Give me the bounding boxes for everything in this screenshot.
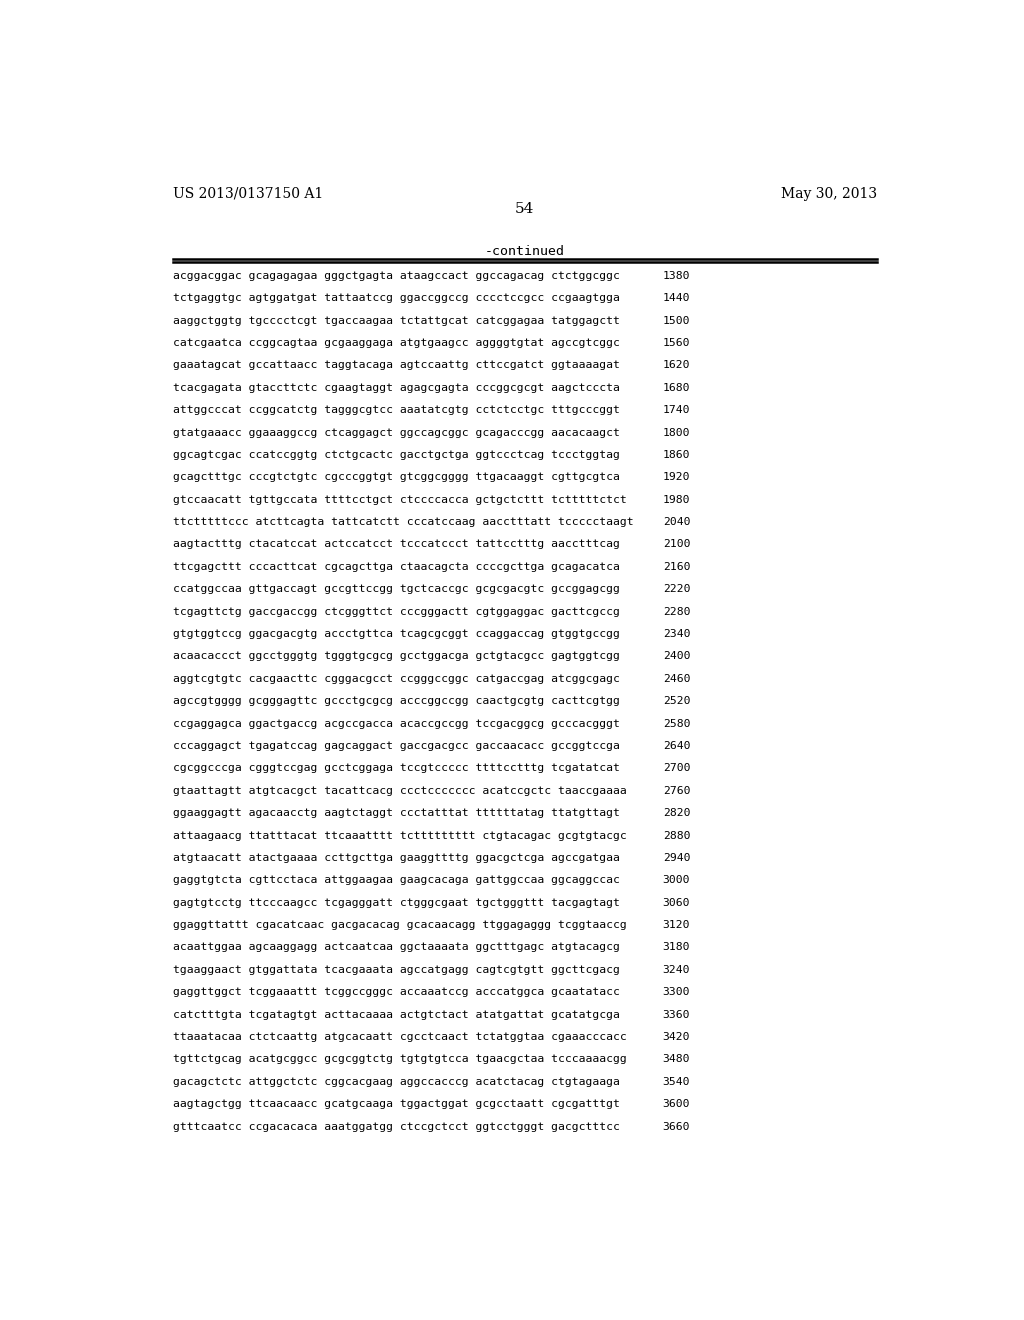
Text: 1980: 1980 bbox=[663, 495, 690, 504]
Text: 3600: 3600 bbox=[663, 1100, 690, 1109]
Text: ggcagtcgac ccatccggtg ctctgcactc gacctgctga ggtccctcag tccctggtag: ggcagtcgac ccatccggtg ctctgcactc gacctgc… bbox=[173, 450, 620, 459]
Text: catctttgta tcgatagtgt acttacaaaa actgtctact atatgattat gcatatgcga: catctttgta tcgatagtgt acttacaaaa actgtct… bbox=[173, 1010, 620, 1019]
Text: 2220: 2220 bbox=[663, 585, 690, 594]
Text: 2040: 2040 bbox=[663, 517, 690, 527]
Text: 1920: 1920 bbox=[663, 473, 690, 482]
Text: tgttctgcag acatgcggcc gcgcggtctg tgtgtgtcca tgaacgctaa tcccaaaacgg: tgttctgcag acatgcggcc gcgcggtctg tgtgtgt… bbox=[173, 1055, 627, 1064]
Text: gtaattagtt atgtcacgct tacattcacg ccctccccccc acatccgctc taaccgaaaa: gtaattagtt atgtcacgct tacattcacg ccctccc… bbox=[173, 785, 627, 796]
Text: 2400: 2400 bbox=[663, 652, 690, 661]
Text: acggacggac gcagagagaa gggctgagta ataagccact ggccagacag ctctggcggc: acggacggac gcagagagaa gggctgagta ataagcc… bbox=[173, 271, 620, 281]
Text: 2940: 2940 bbox=[663, 853, 690, 863]
Text: gtatgaaacc ggaaaggccg ctcaggagct ggccagcggc gcagacccgg aacacaagct: gtatgaaacc ggaaaggccg ctcaggagct ggccagc… bbox=[173, 428, 620, 437]
Text: 1500: 1500 bbox=[663, 315, 690, 326]
Text: -continued: -continued bbox=[484, 244, 565, 257]
Text: cccaggagct tgagatccag gagcaggact gaccgacgcc gaccaacacc gccggtccga: cccaggagct tgagatccag gagcaggact gaccgac… bbox=[173, 741, 620, 751]
Text: ttcgagcttt cccacttcat cgcagcttga ctaacagcta ccccgcttga gcagacatca: ttcgagcttt cccacttcat cgcagcttga ctaacag… bbox=[173, 562, 620, 572]
Text: gaaatagcat gccattaacc taggtacaga agtccaattg cttccgatct ggtaaaagat: gaaatagcat gccattaacc taggtacaga agtccaa… bbox=[173, 360, 620, 371]
Text: gcagctttgc cccgtctgtc cgcccggtgt gtcggcgggg ttgacaaggt cgttgcgtca: gcagctttgc cccgtctgtc cgcccggtgt gtcggcg… bbox=[173, 473, 620, 482]
Text: 2160: 2160 bbox=[663, 562, 690, 572]
Text: acaacaccct ggcctgggtg tgggtgcgcg gcctggacga gctgtacgcc gagtggtcgg: acaacaccct ggcctgggtg tgggtgcgcg gcctgga… bbox=[173, 652, 620, 661]
Text: 3240: 3240 bbox=[663, 965, 690, 975]
Text: 2700: 2700 bbox=[663, 763, 690, 774]
Text: gtttcaatcc ccgacacaca aaatggatgg ctccgctcct ggtcctgggt gacgctttcc: gtttcaatcc ccgacacaca aaatggatgg ctccgct… bbox=[173, 1122, 620, 1131]
Text: ccgaggagca ggactgaccg acgccgacca acaccgccgg tccgacggcg gcccacgggt: ccgaggagca ggactgaccg acgccgacca acaccgc… bbox=[173, 718, 620, 729]
Text: tgaaggaact gtggattata tcacgaaata agccatgagg cagtcgtgtt ggcttcgacg: tgaaggaact gtggattata tcacgaaata agccatg… bbox=[173, 965, 620, 975]
Text: 2340: 2340 bbox=[663, 630, 690, 639]
Text: tcgagttctg gaccgaccgg ctcgggttct cccgggactt cgtggaggac gacttcgccg: tcgagttctg gaccgaccgg ctcgggttct cccggga… bbox=[173, 607, 620, 616]
Text: ttaaatacaa ctctcaattg atgcacaatt cgcctcaact tctatggtaa cgaaacccacc: ttaaatacaa ctctcaattg atgcacaatt cgcctca… bbox=[173, 1032, 627, 1041]
Text: gtccaacatt tgttgccata ttttcctgct ctccccacca gctgctcttt tctttttctct: gtccaacatt tgttgccata ttttcctgct ctcccca… bbox=[173, 495, 627, 504]
Text: attaagaacg ttatttacat ttcaaatttt tcttttttttt ctgtacagac gcgtgtacgc: attaagaacg ttatttacat ttcaaatttt tcttttt… bbox=[173, 830, 627, 841]
Text: 2880: 2880 bbox=[663, 830, 690, 841]
Text: gagtgtcctg ttcccaagcc tcgagggatt ctgggcgaat tgctgggttt tacgagtagt: gagtgtcctg ttcccaagcc tcgagggatt ctgggcg… bbox=[173, 898, 620, 908]
Text: 3060: 3060 bbox=[663, 898, 690, 908]
Text: gaggtgtcta cgttcctaca attggaagaa gaagcacaga gattggccaa ggcaggccac: gaggtgtcta cgttcctaca attggaagaa gaagcac… bbox=[173, 875, 620, 886]
Text: 3420: 3420 bbox=[663, 1032, 690, 1041]
Text: ggaggttattt cgacatcaac gacgacacag gcacaacagg ttggagaggg tcggtaaccg: ggaggttattt cgacatcaac gacgacacag gcacaa… bbox=[173, 920, 627, 931]
Text: 2460: 2460 bbox=[663, 673, 690, 684]
Text: ttctttttccc atcttcagta tattcatctt cccatccaag aacctttatt tccccctaagt: ttctttttccc atcttcagta tattcatctt cccatc… bbox=[173, 517, 634, 527]
Text: 3660: 3660 bbox=[663, 1122, 690, 1131]
Text: 1860: 1860 bbox=[663, 450, 690, 459]
Text: catcgaatca ccggcagtaa gcgaaggaga atgtgaagcc aggggtgtat agccgtcggc: catcgaatca ccggcagtaa gcgaaggaga atgtgaa… bbox=[173, 338, 620, 348]
Text: 1560: 1560 bbox=[663, 338, 690, 348]
Text: 1740: 1740 bbox=[663, 405, 690, 416]
Text: 2640: 2640 bbox=[663, 741, 690, 751]
Text: 3540: 3540 bbox=[663, 1077, 690, 1086]
Text: 3120: 3120 bbox=[663, 920, 690, 931]
Text: 2280: 2280 bbox=[663, 607, 690, 616]
Text: 1620: 1620 bbox=[663, 360, 690, 371]
Text: aagtactttg ctacatccat actccatcct tcccatccct tattcctttg aacctttcag: aagtactttg ctacatccat actccatcct tcccatc… bbox=[173, 540, 620, 549]
Text: 1380: 1380 bbox=[663, 271, 690, 281]
Text: 3300: 3300 bbox=[663, 987, 690, 998]
Text: 1680: 1680 bbox=[663, 383, 690, 393]
Text: 2760: 2760 bbox=[663, 785, 690, 796]
Text: cgcggcccga cgggtccgag gcctcggaga tccgtccccc ttttcctttg tcgatatcat: cgcggcccga cgggtccgag gcctcggaga tccgtcc… bbox=[173, 763, 620, 774]
Text: 2580: 2580 bbox=[663, 718, 690, 729]
Text: 3360: 3360 bbox=[663, 1010, 690, 1019]
Text: May 30, 2013: May 30, 2013 bbox=[780, 187, 877, 201]
Text: ccatggccaa gttgaccagt gccgttccgg tgctcaccgc gcgcgacgtc gccggagcgg: ccatggccaa gttgaccagt gccgttccgg tgctcac… bbox=[173, 585, 620, 594]
Text: 2820: 2820 bbox=[663, 808, 690, 818]
Text: acaattggaa agcaaggagg actcaatcaa ggctaaaata ggctttgagc atgtacagcg: acaattggaa agcaaggagg actcaatcaa ggctaaa… bbox=[173, 942, 620, 953]
Text: tcacgagata gtaccttctc cgaagtaggt agagcgagta cccggcgcgt aagctcccta: tcacgagata gtaccttctc cgaagtaggt agagcga… bbox=[173, 383, 620, 393]
Text: gtgtggtccg ggacgacgtg accctgttca tcagcgcggt ccaggaccag gtggtgccgg: gtgtggtccg ggacgacgtg accctgttca tcagcgc… bbox=[173, 630, 620, 639]
Text: attggcccat ccggcatctg tagggcgtcc aaatatcgtg cctctcctgc tttgcccggt: attggcccat ccggcatctg tagggcgtcc aaatatc… bbox=[173, 405, 620, 416]
Text: aggtcgtgtc cacgaacttc cgggacgcct ccgggccggc catgaccgag atcggcgagc: aggtcgtgtc cacgaacttc cgggacgcct ccgggcc… bbox=[173, 673, 620, 684]
Text: 54: 54 bbox=[515, 202, 535, 216]
Text: 3480: 3480 bbox=[663, 1055, 690, 1064]
Text: atgtaacatt atactgaaaa ccttgcttga gaaggttttg ggacgctcga agccgatgaa: atgtaacatt atactgaaaa ccttgcttga gaaggtt… bbox=[173, 853, 620, 863]
Text: US 2013/0137150 A1: US 2013/0137150 A1 bbox=[173, 187, 324, 201]
Text: aagtagctgg ttcaacaacc gcatgcaaga tggactggat gcgcctaatt cgcgatttgt: aagtagctgg ttcaacaacc gcatgcaaga tggactg… bbox=[173, 1100, 620, 1109]
Text: ggaaggagtt agacaacctg aagtctaggt ccctatttat ttttttatag ttatgttagt: ggaaggagtt agacaacctg aagtctaggt ccctatt… bbox=[173, 808, 620, 818]
Text: gaggttggct tcggaaattt tcggccgggc accaaatccg acccatggca gcaatatacc: gaggttggct tcggaaattt tcggccgggc accaaat… bbox=[173, 987, 620, 998]
Text: gacagctctc attggctctc cggcacgaag aggccacccg acatctacag ctgtagaaga: gacagctctc attggctctc cggcacgaag aggccac… bbox=[173, 1077, 620, 1086]
Text: 3180: 3180 bbox=[663, 942, 690, 953]
Text: 1440: 1440 bbox=[663, 293, 690, 304]
Text: 3000: 3000 bbox=[663, 875, 690, 886]
Text: tctgaggtgc agtggatgat tattaatccg ggaccggccg cccctccgcc ccgaagtgga: tctgaggtgc agtggatgat tattaatccg ggaccgg… bbox=[173, 293, 620, 304]
Text: aaggctggtg tgcccctcgt tgaccaagaa tctattgcat catcggagaa tatggagctt: aaggctggtg tgcccctcgt tgaccaagaa tctattg… bbox=[173, 315, 620, 326]
Text: 2520: 2520 bbox=[663, 696, 690, 706]
Text: agccgtgggg gcgggagttc gccctgcgcg acccggccgg caactgcgtg cacttcgtgg: agccgtgggg gcgggagttc gccctgcgcg acccggc… bbox=[173, 696, 620, 706]
Text: 2100: 2100 bbox=[663, 540, 690, 549]
Text: 1800: 1800 bbox=[663, 428, 690, 437]
